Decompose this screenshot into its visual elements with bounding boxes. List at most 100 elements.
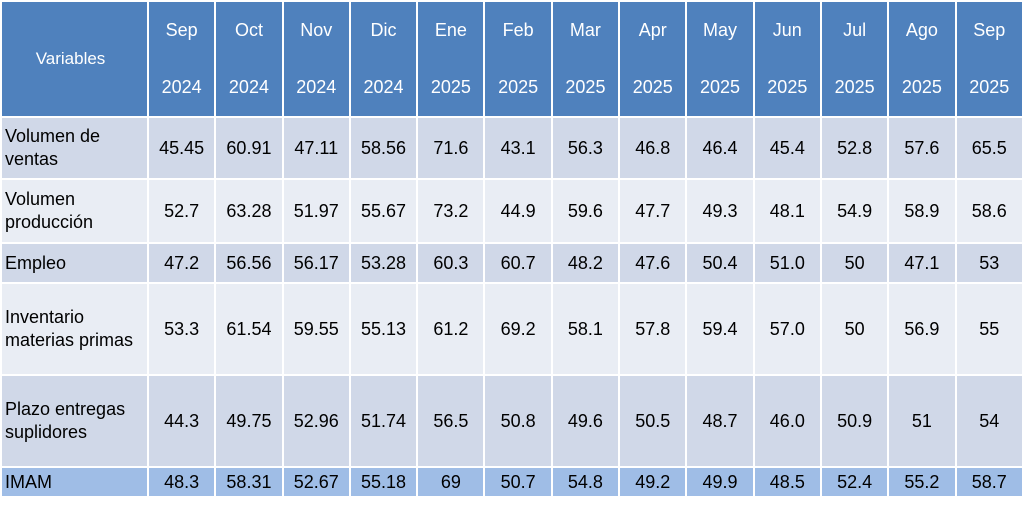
cell-value: 50.4	[685, 242, 755, 284]
year: 2024	[228, 77, 269, 97]
cell-value: 59.6	[550, 178, 621, 244]
month-header: Ago 2025	[887, 0, 957, 118]
cell-value: 54	[954, 374, 1024, 468]
month: Feb	[502, 20, 534, 40]
cell-value: 52.4	[819, 466, 890, 498]
month: Ago	[905, 20, 938, 40]
month-header: Mar 2025	[550, 0, 621, 118]
year: 2025	[969, 77, 1010, 97]
cell-value: 58.6	[954, 178, 1024, 244]
cell-value: 57.8	[618, 282, 688, 376]
cell-value: 51.0	[752, 242, 822, 284]
cell-value: 63.28	[214, 178, 284, 244]
table-row: Volumen producción 52.7 63.28 51.97 55.67 73.…	[0, 178, 1024, 244]
year: 2024	[296, 77, 337, 97]
cell-value: 53.3	[146, 282, 217, 376]
cell-value: 43.1	[483, 116, 553, 180]
year: 2025	[767, 77, 808, 97]
cell-value: 53.28	[348, 242, 419, 284]
month: Ene	[434, 20, 467, 40]
cell-value: 49.75	[214, 374, 284, 468]
cell-value: 50.8	[483, 374, 553, 468]
cell-value: 58.9	[887, 178, 957, 244]
year: 2024	[363, 77, 404, 97]
cell-value: 49.3	[685, 178, 755, 244]
month: Sep	[973, 20, 1006, 40]
cell-value: 50	[819, 242, 890, 284]
month: Jun	[772, 20, 802, 40]
year: 2025	[498, 77, 539, 97]
month: May	[703, 20, 738, 40]
cell-value: 58.56	[348, 116, 419, 180]
month: Nov	[300, 20, 333, 40]
cell-value: 59.4	[685, 282, 755, 376]
cell-value: 50.7	[483, 466, 553, 498]
cell-value: 45.4	[752, 116, 822, 180]
row-label: Empleo	[0, 242, 149, 284]
cell-value: 55.18	[348, 466, 419, 498]
cell-value: 53	[954, 242, 1024, 284]
month-header: May 2025	[685, 0, 755, 118]
cell-value: 59.55	[281, 282, 351, 376]
cell-value: 48.3	[146, 466, 217, 498]
cell-value: 58.7	[954, 466, 1024, 498]
month-header: Oct 2024	[214, 0, 284, 118]
month: Jul	[843, 20, 867, 40]
cell-value: 55.2	[887, 466, 957, 498]
cell-value: 47.2	[146, 242, 217, 284]
cell-value: 52.7	[146, 178, 217, 244]
cell-value: 71.6	[416, 116, 486, 180]
cell-value: 51.74	[348, 374, 419, 468]
row-label: Plazo entregas suplidores	[0, 374, 149, 468]
year: 2025	[430, 77, 471, 97]
month-header: Apr 2025	[618, 0, 688, 118]
month: Apr	[638, 20, 667, 40]
month-header: Ene 2025	[416, 0, 486, 118]
month-header: Jul 2025	[819, 0, 890, 118]
year: 2025	[565, 77, 606, 97]
cell-value: 73.2	[416, 178, 486, 244]
data-table: Variables Sep 2024 Oct 2024 Nov 2024 Dic 2024 En…	[0, 0, 1024, 498]
cell-value: 50.9	[819, 374, 890, 468]
table-row: Inventario materias primas 53.3 61.54 59.55…	[0, 282, 1024, 376]
cell-value: 56.9	[887, 282, 957, 376]
cell-value: 46.8	[618, 116, 688, 180]
table-row: Volumen de ventas 45.45 60.91 47.11 58.56 71.…	[0, 116, 1024, 180]
month: Dic	[370, 20, 397, 40]
cell-value: 52.8	[819, 116, 890, 180]
cell-value: 49.2	[618, 466, 688, 498]
cell-value: 46.0	[752, 374, 822, 468]
cell-value: 55.67	[348, 178, 419, 244]
cell-value: 69	[416, 466, 486, 498]
cell-value: 52.67	[281, 466, 351, 498]
cell-value: 44.9	[483, 178, 553, 244]
cell-value: 56.56	[214, 242, 284, 284]
cell-value: 48.2	[550, 242, 621, 284]
month-header: Sep 2024	[146, 0, 217, 118]
cell-value: 49.9	[685, 466, 755, 498]
month-header: Feb 2025	[483, 0, 553, 118]
cell-value: 48.7	[685, 374, 755, 468]
cell-value: 57.0	[752, 282, 822, 376]
cell-value: 45.45	[146, 116, 217, 180]
year: 2025	[632, 77, 673, 97]
cell-value: 44.3	[146, 374, 217, 468]
year: 2025	[901, 77, 942, 97]
cell-value: 61.54	[214, 282, 284, 376]
cell-value: 51	[887, 374, 957, 468]
month-header: Dic 2024	[348, 0, 419, 118]
cell-value: 47.6	[618, 242, 688, 284]
cell-value: 51.97	[281, 178, 351, 244]
cell-value: 47.7	[618, 178, 688, 244]
cell-value: 55.13	[348, 282, 419, 376]
cell-value: 46.4	[685, 116, 755, 180]
cell-value: 65.5	[954, 116, 1024, 180]
cell-value: 49.6	[550, 374, 621, 468]
year: 2025	[700, 77, 741, 97]
cell-value: 52.96	[281, 374, 351, 468]
row-label: Volumen producción	[0, 178, 149, 244]
table-row: Empleo 47.2 56.56 56.17 53.28 60.3 60.7 48.2 47.…	[0, 242, 1024, 284]
row-label: IMAM	[0, 466, 149, 498]
cell-value: 60.3	[416, 242, 486, 284]
